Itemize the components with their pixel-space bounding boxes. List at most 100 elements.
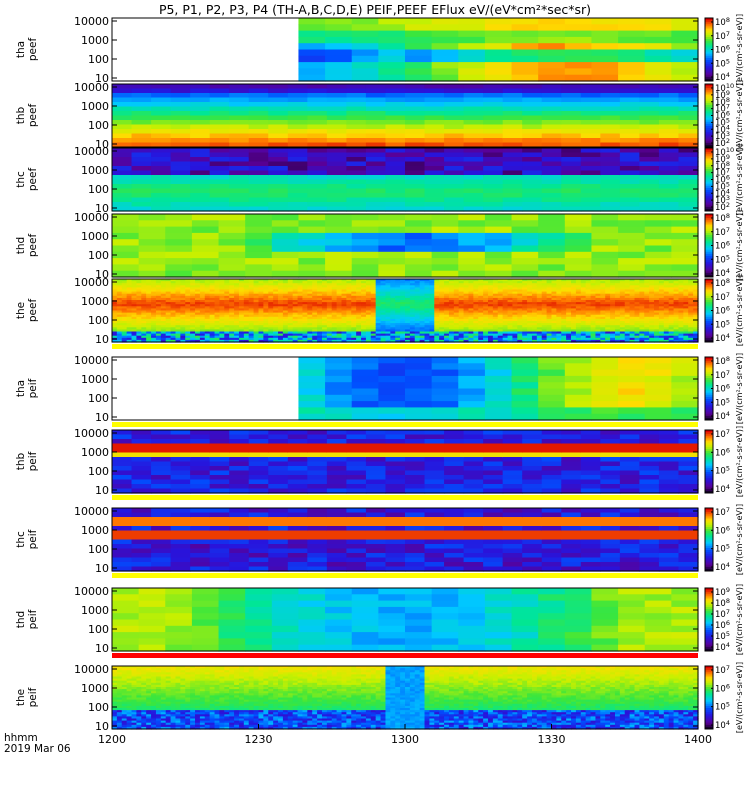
spectrogram-cell bbox=[385, 148, 406, 154]
colorbar-step bbox=[705, 130, 713, 133]
spectrogram-cell bbox=[424, 184, 445, 190]
spectrogram-cell bbox=[678, 323, 684, 326]
spectrogram-cell bbox=[649, 329, 655, 333]
spectrogram-cell bbox=[610, 339, 616, 343]
colorbar-step bbox=[705, 100, 713, 104]
spectrogram-cell bbox=[302, 310, 308, 314]
spectrogram-cell bbox=[268, 197, 289, 203]
spectrogram-cell bbox=[317, 289, 323, 293]
spectrogram-cell bbox=[375, 291, 382, 295]
spectrogram-cell bbox=[195, 312, 201, 316]
spectrogram-cell bbox=[629, 300, 636, 303]
spectrogram-cell bbox=[380, 318, 387, 322]
spectrogram-cell bbox=[365, 312, 372, 316]
spectrogram-cell bbox=[243, 295, 250, 299]
spectrogram-cell bbox=[551, 339, 557, 343]
spectrogram-cell bbox=[380, 306, 387, 309]
spectrogram-cell bbox=[385, 297, 391, 301]
spectrogram-cell bbox=[639, 310, 645, 314]
spectrogram-cell bbox=[224, 279, 230, 282]
spectrogram-cell bbox=[234, 283, 240, 286]
spectrogram-cell bbox=[278, 293, 284, 297]
spectrogram-cell bbox=[209, 166, 230, 172]
spectrogram-cell bbox=[458, 62, 486, 69]
spectrogram-cell bbox=[365, 310, 372, 314]
spectrogram-cell bbox=[429, 302, 435, 305]
spectrogram-cell bbox=[234, 339, 240, 343]
spectrogram-cell bbox=[453, 316, 460, 320]
spectrogram-cell bbox=[649, 287, 655, 291]
spectrogram-cell bbox=[170, 321, 177, 324]
spectrogram-cell bbox=[116, 306, 123, 309]
spectrogram-cell bbox=[658, 314, 665, 318]
spectrogram-cell bbox=[131, 111, 152, 117]
spectrogram-cell bbox=[126, 335, 133, 339]
spectrogram-cell bbox=[511, 258, 539, 265]
spectrogram-cell bbox=[190, 285, 196, 288]
spectrogram-cell bbox=[297, 291, 304, 295]
spectrogram-cell bbox=[204, 308, 211, 312]
spectrogram-cell bbox=[248, 314, 255, 318]
spectrogram-cell bbox=[271, 251, 300, 259]
spectrogram-cell bbox=[195, 295, 201, 299]
spectrogram-cell bbox=[614, 304, 621, 307]
spectrogram-cell bbox=[282, 316, 289, 320]
spectrogram-cell bbox=[409, 306, 416, 309]
spectrogram-cell bbox=[204, 295, 211, 299]
spectrogram-cell bbox=[639, 84, 660, 90]
spectrogram-cell bbox=[361, 295, 367, 299]
spectrogram-cell bbox=[224, 312, 230, 316]
spectrogram-cell bbox=[600, 88, 621, 94]
spectrogram-cell bbox=[185, 287, 191, 291]
spectrogram-cell bbox=[419, 325, 426, 328]
spectrogram-cell bbox=[131, 331, 138, 335]
spectrogram-cell bbox=[511, 226, 539, 234]
spectrogram-cell bbox=[351, 226, 379, 234]
spectrogram-cell bbox=[298, 245, 326, 253]
spectrogram-cell bbox=[356, 327, 362, 330]
spectrogram-cell bbox=[644, 308, 650, 312]
spectrogram-cell bbox=[326, 279, 333, 282]
spectrogram-cell bbox=[663, 327, 670, 330]
spectrogram-cell bbox=[658, 291, 665, 295]
spectrogram-cell bbox=[238, 312, 245, 316]
spectrogram-cell bbox=[229, 291, 235, 295]
spectrogram-cell bbox=[170, 297, 177, 301]
spectrogram-cell bbox=[341, 318, 347, 322]
colorbar-step bbox=[705, 177, 713, 180]
spectrogram-cell bbox=[165, 306, 172, 309]
spectrogram-cell bbox=[151, 297, 157, 301]
spectrogram-cell bbox=[624, 327, 631, 330]
spectrogram-cell bbox=[112, 335, 118, 339]
y-tick-label: 10 bbox=[95, 268, 109, 281]
spectrogram-cell bbox=[658, 335, 665, 339]
spectrogram-cell bbox=[378, 74, 406, 82]
spectrogram-cell bbox=[405, 293, 411, 297]
spectrogram-cell bbox=[248, 321, 255, 324]
spectrogram-cell bbox=[131, 115, 152, 121]
spectrogram-cell bbox=[663, 325, 670, 328]
spectrogram-cell bbox=[654, 306, 660, 309]
spectrogram-cell bbox=[473, 310, 479, 314]
spectrogram-cell bbox=[429, 306, 435, 309]
spectrogram-cell bbox=[331, 316, 338, 320]
spectrogram-cell bbox=[453, 314, 460, 318]
spectrogram-cell bbox=[331, 318, 338, 322]
spectrogram-cell bbox=[424, 300, 431, 303]
colorbar-step bbox=[705, 109, 713, 112]
spectrogram-cell bbox=[121, 308, 128, 312]
spectrogram-cell bbox=[536, 335, 543, 339]
spectrogram-cell bbox=[488, 331, 494, 335]
spectrogram-cell bbox=[195, 310, 201, 314]
spectrogram-cell bbox=[224, 283, 230, 286]
spectrogram-cell bbox=[639, 184, 660, 190]
spectrogram-cell bbox=[546, 327, 553, 330]
spectrogram-cell bbox=[600, 193, 621, 199]
spectrogram-cell bbox=[326, 333, 333, 337]
spectrogram-cell bbox=[263, 323, 269, 326]
spectrogram-cell bbox=[151, 193, 172, 199]
colorbar-step bbox=[705, 60, 713, 63]
spectrogram-cell bbox=[375, 281, 382, 284]
spectrogram-cell bbox=[160, 316, 167, 320]
